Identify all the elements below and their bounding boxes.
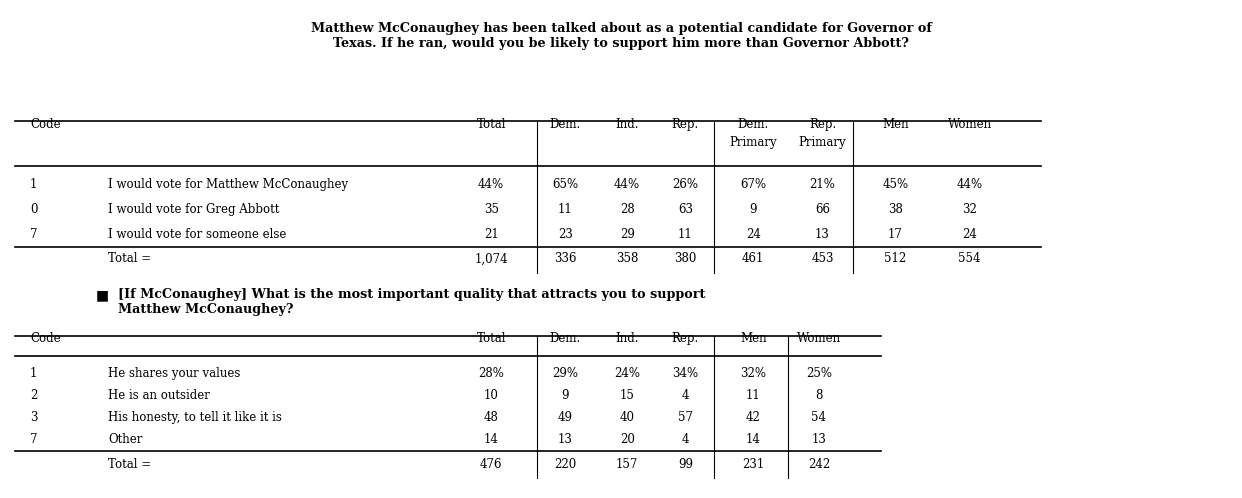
Text: 28%: 28% <box>478 367 504 379</box>
Text: 54: 54 <box>811 411 826 424</box>
Text: Primary: Primary <box>729 135 777 148</box>
Text: 9: 9 <box>750 203 758 216</box>
Text: 34%: 34% <box>672 367 698 379</box>
Text: 38: 38 <box>888 203 903 216</box>
Text: 57: 57 <box>678 411 693 424</box>
Text: 1: 1 <box>30 178 37 192</box>
Text: 512: 512 <box>884 252 907 265</box>
Text: 11: 11 <box>746 389 760 402</box>
Text: Ind.: Ind. <box>616 332 638 345</box>
Text: Ind.: Ind. <box>616 118 638 131</box>
Text: Total =: Total = <box>108 458 152 471</box>
Text: Dem.: Dem. <box>738 118 769 131</box>
Text: 67%: 67% <box>740 178 766 192</box>
Text: 380: 380 <box>674 252 697 265</box>
Text: I would vote for someone else: I would vote for someone else <box>108 228 286 241</box>
Text: 44%: 44% <box>614 178 640 192</box>
Text: 42: 42 <box>746 411 761 424</box>
Text: 11: 11 <box>678 228 693 241</box>
Text: Women: Women <box>797 332 841 345</box>
Text: 14: 14 <box>746 433 761 446</box>
Text: 65%: 65% <box>553 178 579 192</box>
Text: 453: 453 <box>811 252 833 265</box>
Text: 10: 10 <box>483 389 498 402</box>
Text: 0: 0 <box>30 203 37 216</box>
Text: 21: 21 <box>484 228 498 241</box>
Text: 40: 40 <box>620 411 635 424</box>
Text: 554: 554 <box>959 252 981 265</box>
Text: Men: Men <box>740 332 766 345</box>
Text: 15: 15 <box>620 389 635 402</box>
Text: 45%: 45% <box>882 178 909 192</box>
Text: 48: 48 <box>483 411 498 424</box>
Text: 13: 13 <box>811 433 826 446</box>
Text: 24%: 24% <box>615 367 640 379</box>
Text: 3: 3 <box>30 411 37 424</box>
Text: 63: 63 <box>678 203 693 216</box>
Text: Rep.: Rep. <box>672 118 699 131</box>
Text: 99: 99 <box>678 458 693 471</box>
Text: 44%: 44% <box>478 178 504 192</box>
Text: 461: 461 <box>743 252 765 265</box>
Text: Other: Other <box>108 433 143 446</box>
Text: Total: Total <box>477 332 505 345</box>
Text: Dem.: Dem. <box>550 118 581 131</box>
Text: 157: 157 <box>616 458 638 471</box>
Text: 1,074: 1,074 <box>474 252 508 265</box>
Text: 24: 24 <box>963 228 977 241</box>
Text: 2: 2 <box>30 389 37 402</box>
Text: Rep.: Rep. <box>672 332 699 345</box>
Text: 220: 220 <box>554 458 576 471</box>
Text: 44%: 44% <box>956 178 982 192</box>
Text: [If McConaughey] What is the most important quality that attracts you to support: [If McConaughey] What is the most import… <box>118 288 705 316</box>
Text: 25%: 25% <box>806 367 832 379</box>
Text: Dem.: Dem. <box>550 332 581 345</box>
Text: Matthew McConaughey has been talked about as a potential candidate for Governor : Matthew McConaughey has been talked abou… <box>310 22 932 50</box>
Text: 13: 13 <box>558 433 573 446</box>
Text: 26%: 26% <box>672 178 698 192</box>
Text: 24: 24 <box>746 228 761 241</box>
Text: 28: 28 <box>620 203 635 216</box>
Text: 20: 20 <box>620 433 635 446</box>
Text: Women: Women <box>948 118 992 131</box>
Text: 23: 23 <box>558 228 573 241</box>
Text: 49: 49 <box>558 411 573 424</box>
Text: ■: ■ <box>96 288 108 302</box>
Text: 35: 35 <box>483 203 499 216</box>
Text: 66: 66 <box>815 203 830 216</box>
Text: Total: Total <box>477 118 505 131</box>
Text: Code: Code <box>30 118 61 131</box>
Text: Primary: Primary <box>799 135 846 148</box>
Text: 1: 1 <box>30 367 37 379</box>
Text: 8: 8 <box>815 389 822 402</box>
Text: 17: 17 <box>888 228 903 241</box>
Text: 21%: 21% <box>810 178 836 192</box>
Text: 14: 14 <box>483 433 498 446</box>
Text: 4: 4 <box>682 389 689 402</box>
Text: 11: 11 <box>558 203 573 216</box>
Text: 32%: 32% <box>740 367 766 379</box>
Text: 242: 242 <box>807 458 830 471</box>
Text: 32: 32 <box>963 203 977 216</box>
Text: His honesty, to tell it like it is: His honesty, to tell it like it is <box>108 411 282 424</box>
Text: 336: 336 <box>554 252 576 265</box>
Text: 4: 4 <box>682 433 689 446</box>
Text: He is an outsider: He is an outsider <box>108 389 210 402</box>
Text: 7: 7 <box>30 228 37 241</box>
Text: 29%: 29% <box>553 367 579 379</box>
Text: Code: Code <box>30 332 61 345</box>
Text: I would vote for Matthew McConaughey: I would vote for Matthew McConaughey <box>108 178 348 192</box>
Text: I would vote for Greg Abbott: I would vote for Greg Abbott <box>108 203 279 216</box>
Text: 231: 231 <box>743 458 764 471</box>
Text: 29: 29 <box>620 228 635 241</box>
Text: 358: 358 <box>616 252 638 265</box>
Text: Total =: Total = <box>108 252 152 265</box>
Text: Rep.: Rep. <box>809 118 836 131</box>
Text: He shares your values: He shares your values <box>108 367 240 379</box>
Text: 9: 9 <box>561 389 569 402</box>
Text: 476: 476 <box>479 458 503 471</box>
Text: 13: 13 <box>815 228 830 241</box>
Text: Men: Men <box>882 118 909 131</box>
Text: 7: 7 <box>30 433 37 446</box>
